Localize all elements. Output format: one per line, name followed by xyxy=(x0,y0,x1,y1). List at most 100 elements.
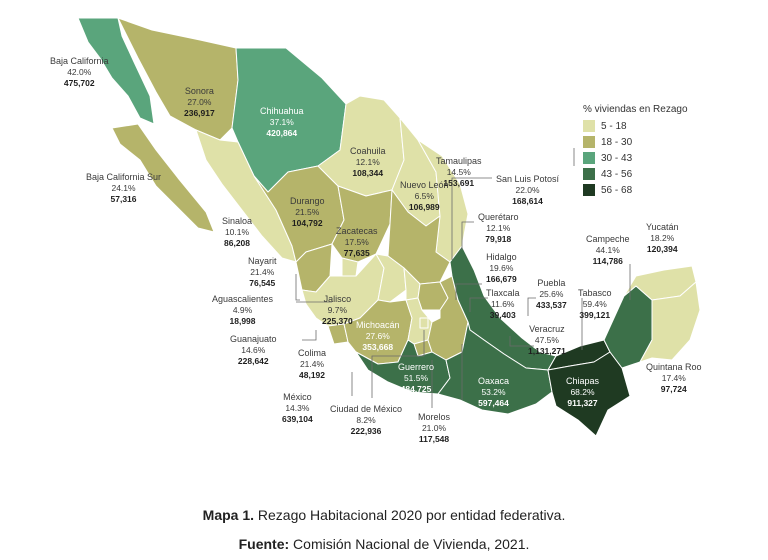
state-value: 97,724 xyxy=(660,384,687,394)
state-pct: 27.0% xyxy=(187,97,212,107)
state-name: Tamaulipas xyxy=(436,156,482,166)
label-coahuila: Coahuila 12.1% 108,344 xyxy=(350,146,386,179)
map-source: Fuente: Comisión Nacional de Vivienda, 2… xyxy=(0,536,768,552)
state-name: Nayarit xyxy=(248,256,277,266)
state-pct: 53.2% xyxy=(481,387,506,397)
state-value: 433,537 xyxy=(536,300,567,310)
state-value: 420,864 xyxy=(266,128,298,138)
state-name: Morelos xyxy=(418,412,451,422)
state-pct: 14.6% xyxy=(241,345,266,355)
state-pct: 21.4% xyxy=(250,267,275,277)
state-name: Zacatecas xyxy=(336,226,378,236)
state-name: Guerrero xyxy=(398,362,435,372)
state-name: Campeche xyxy=(586,234,630,244)
state-pct: 19.6% xyxy=(489,263,514,273)
state-name: Chihuahua xyxy=(260,106,304,116)
label-zacatecas: Zacatecas 17.5% 77,635 xyxy=(336,226,378,259)
state-name: Tlaxcala xyxy=(486,288,520,298)
legend-swatch xyxy=(583,136,595,148)
state-name: Sinaloa xyxy=(222,216,253,226)
legend-item: 56 - 68 xyxy=(583,182,688,198)
state-baja-california-sur xyxy=(111,123,215,233)
state-pct: 6.5% xyxy=(414,191,434,201)
state-name: Querétaro xyxy=(478,212,519,222)
mexico-choropleth-map xyxy=(77,17,701,437)
label-tabasco: Tabasco 59.4% 399,121 xyxy=(578,288,612,321)
state-value: 484,725 xyxy=(400,384,432,394)
state-pct: 37.1% xyxy=(269,117,294,127)
label-nayarit: Nayarit 21.4% 76,545 xyxy=(248,256,277,289)
state-pct: 8.2% xyxy=(356,415,376,425)
state-name: Sonora xyxy=(184,86,214,96)
state-value: 76,545 xyxy=(249,278,276,288)
label-mexico: México 14.3% 639,104 xyxy=(282,392,313,425)
label-michoacan: Michoacán 27.6% 353,668 xyxy=(356,320,400,353)
state-name: Chiapas xyxy=(566,376,600,386)
legend-label: 18 - 30 xyxy=(601,136,633,148)
state-guerrero xyxy=(355,339,451,395)
state-value: 911,327 xyxy=(567,398,598,408)
state-name: Baja California Sur xyxy=(86,172,162,182)
state-name: Guanajuato xyxy=(230,334,277,344)
caption-bold: Mapa 1. xyxy=(202,507,255,523)
state-pct: 44.1% xyxy=(595,245,620,255)
label-jalisco: Jalisco 9.7% 225,370 xyxy=(322,294,353,327)
label-nuevo-leon: Nuevo León 6.5% 106,989 xyxy=(400,180,449,213)
label-veracruz: Veracruz 47.5% 1,131,271 xyxy=(528,324,566,357)
state-pct: 17.5% xyxy=(344,237,369,247)
label-campeche: Campeche 44.1% 114,786 xyxy=(586,234,630,267)
label-quintana-roo: Quintana Roo 17.4% 97,724 xyxy=(646,362,702,395)
state-value: 57,316 xyxy=(110,194,137,204)
label-cdmx: Ciudad de México 8.2% 222,936 xyxy=(330,404,402,437)
state-name: Puebla xyxy=(537,278,566,288)
state-quintana-roo xyxy=(639,281,701,363)
state-value: 228,642 xyxy=(237,356,269,366)
state-name: Jalisco xyxy=(323,294,352,304)
map-caption: Mapa 1. Rezago Habitacional 2020 por ent… xyxy=(0,507,768,523)
state-value: 117,548 xyxy=(418,434,450,444)
legend-label: 43 - 56 xyxy=(601,168,633,180)
state-value: 79,918 xyxy=(485,234,512,244)
state-pct: 22.0% xyxy=(515,185,540,195)
state-baja-california xyxy=(77,17,155,125)
state-name: San Luis Potosí xyxy=(496,174,560,184)
label-tamaulipas: Tamaulipas 14.5% 153,691 xyxy=(436,156,482,189)
label-hidalgo: Hidalgo 19.6% 166,679 xyxy=(486,252,517,285)
label-chiapas: Chiapas 68.2% 911,327 xyxy=(566,376,599,409)
state-value: 639,104 xyxy=(282,414,313,424)
state-pct: 14.3% xyxy=(285,403,310,413)
label-queretaro: Querétaro 12.1% 79,918 xyxy=(478,212,519,245)
legend-item: 43 - 56 xyxy=(583,166,688,182)
state-pct: 21.0% xyxy=(421,423,447,433)
state-value: 86,208 xyxy=(224,238,251,248)
state-pct: 18.2% xyxy=(650,233,675,243)
state-chiapas xyxy=(547,351,631,437)
label-baja-california-sur: Baja California Sur 24.1% 57,316 xyxy=(86,172,161,205)
state-cdmx xyxy=(419,317,429,329)
state-pct: 12.1% xyxy=(486,223,511,233)
state-name: Baja California xyxy=(50,56,109,66)
state-value: 114,786 xyxy=(592,256,623,266)
state-pct: 42.0% xyxy=(67,67,92,77)
state-name: Veracruz xyxy=(529,324,565,334)
legend-item: 18 - 30 xyxy=(583,134,688,150)
state-pct: 21.4% xyxy=(299,359,325,369)
state-name: Yucatán xyxy=(646,222,679,232)
state-name: Durango xyxy=(290,196,325,206)
state-sonora xyxy=(117,17,239,141)
label-colima: Colima 21.4% 48,192 xyxy=(298,348,326,381)
legend-label: 56 - 68 xyxy=(601,184,633,196)
state-value: 120,394 xyxy=(646,244,678,254)
caption-text: Rezago Habitacional 2020 por entidad fed… xyxy=(254,507,566,523)
label-sonora: Sonora 27.0% 236,917 xyxy=(184,86,215,119)
state-value: 353,668 xyxy=(362,342,394,352)
state-pct: 25.6% xyxy=(539,289,564,299)
state-name: Michoacán xyxy=(356,320,400,330)
state-value: 104,792 xyxy=(291,218,323,228)
state-name: Hidalgo xyxy=(486,252,517,262)
state-value: 1,131,271 xyxy=(528,346,566,356)
state-pct: 10.1% xyxy=(224,227,250,237)
label-guerrero: Guerrero 51.5% 484,725 xyxy=(398,362,434,395)
label-yucatan: Yucatán 18.2% 120,394 xyxy=(646,222,679,255)
source-bold: Fuente: xyxy=(238,536,290,552)
